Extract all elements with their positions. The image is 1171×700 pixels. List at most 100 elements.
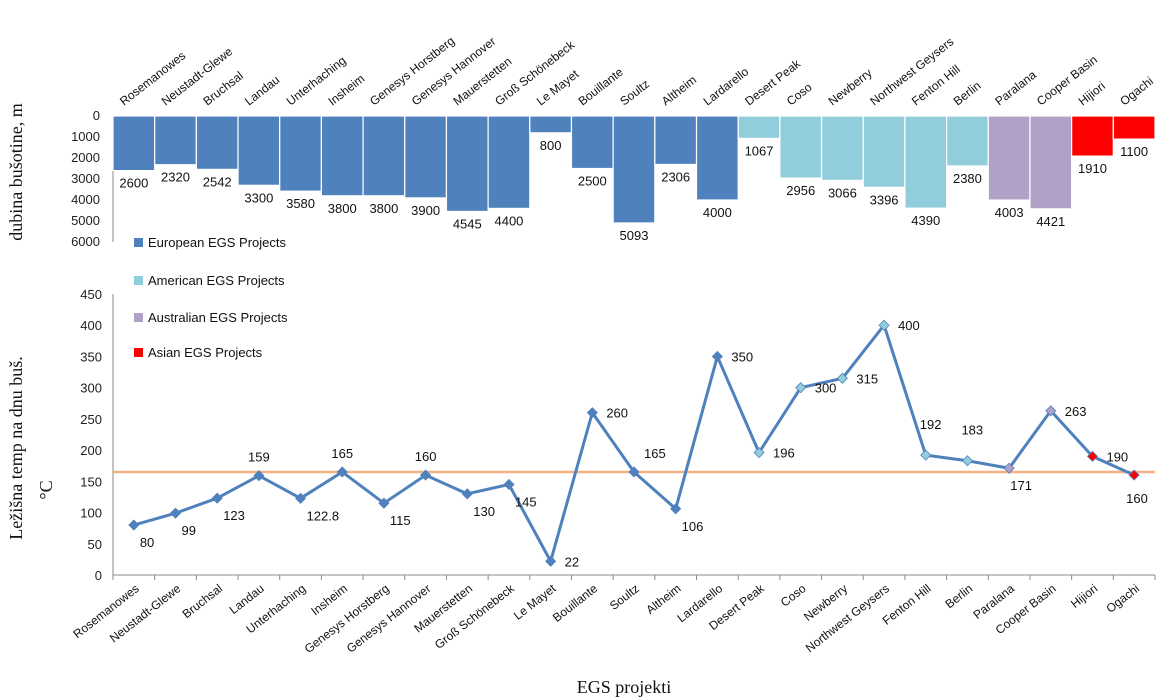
depth-bar-14: [697, 116, 739, 200]
depth-label-23: 1910: [1078, 161, 1107, 176]
temp-label-18: 400: [898, 318, 920, 333]
depth-label-14: 4000: [703, 205, 732, 220]
depth-label-2: 2542: [203, 174, 232, 189]
depth-bar-18: [863, 116, 905, 187]
depth-label-20: 2380: [953, 171, 982, 186]
bar-series: 2600 2320 25423300 3580 3800 3800 39004545 4400…: [113, 116, 1155, 243]
top-category-13: Altheim: [659, 73, 699, 109]
depth-bar-20: [947, 116, 989, 166]
legend-swatch-3: [134, 348, 143, 357]
depth-label-0: 2600: [119, 176, 148, 191]
top-category-11: Bouillante: [576, 65, 626, 109]
line-y-tick-1: 50: [88, 537, 102, 552]
temp-label-19: 192: [920, 417, 942, 432]
depth-bar-0: [113, 116, 155, 171]
bar-y-tick-6: 6000: [71, 234, 100, 249]
depth-label-7: 3900: [411, 203, 440, 218]
depth-label-22: 4421: [1036, 214, 1065, 229]
temp-label-14: 350: [731, 349, 753, 364]
bar-y-tick-4: 4000: [71, 192, 100, 207]
line-y-title: Ležišna temp na dnu buš.: [6, 356, 26, 539]
temp-label-12: 165: [644, 446, 666, 461]
depth-bar-19: [905, 116, 947, 208]
temperature-line: [134, 325, 1134, 561]
temp-point-0: [129, 520, 139, 530]
line-y-tick-8: 400: [80, 318, 102, 333]
bar-y-tick-1: 1000: [71, 129, 100, 144]
bottom-category-9: Groß Schönebeck: [432, 581, 518, 652]
depth-label-10: 800: [540, 138, 562, 153]
bar-y-tick-0: 0: [93, 108, 100, 123]
depth-label-16: 2956: [786, 183, 815, 198]
temp-point-20: [962, 456, 972, 466]
bottom-category-1: Neustadt-Glewe: [107, 581, 184, 645]
depth-bar-22: [1030, 116, 1072, 209]
depth-bar-13: [655, 116, 697, 164]
line-y-tick-2: 100: [80, 506, 102, 521]
depth-label-11: 2500: [578, 174, 607, 189]
temp-label-4: 122.8: [307, 508, 340, 523]
depth-bar-11: [571, 116, 613, 169]
depth-bar-3: [238, 116, 280, 185]
temp-label-17: 315: [856, 371, 878, 386]
top-category-17: Newberry: [826, 66, 875, 109]
bar-y-tick-3: 3000: [71, 171, 100, 186]
depth-label-17: 3066: [828, 185, 857, 200]
depth-label-5: 3800: [328, 201, 357, 216]
legend-label-3: Asian EGS Projects: [148, 345, 263, 360]
line-y-tick-0: 0: [95, 568, 102, 583]
temp-point-19: [921, 450, 931, 460]
legend-label-2: Australian EGS Projects: [148, 310, 288, 325]
depth-bar-12: [613, 116, 655, 223]
temp-label-16: 300: [815, 381, 837, 396]
legend: European EGS Projects American EGS Projec…: [134, 235, 288, 360]
top-category-14: Lardarello: [701, 64, 752, 108]
temp-point-1: [171, 508, 181, 518]
legend-swatch-0: [134, 238, 143, 247]
depth-bar-5: [321, 116, 363, 196]
temp-label-22: 263: [1065, 404, 1087, 419]
temp-label-10: 22: [565, 554, 579, 569]
line-y-axis: 0 50 100 150 200 250 300 350 400 450: [80, 287, 1155, 583]
depth-label-15: 1067: [745, 143, 774, 158]
temp-label-15: 196: [773, 446, 795, 461]
temp-label-20: 183: [961, 423, 983, 438]
depth-label-1: 2320: [161, 170, 190, 185]
bottom-category-24: Ogachi: [1103, 581, 1142, 615]
temp-label-13: 106: [682, 519, 704, 534]
top-category-23: Hijiori: [1076, 79, 1108, 109]
top-category-12: Soultz: [617, 77, 652, 109]
legend-label-0: European EGS Projects: [148, 235, 287, 250]
top-category-24: Ogachi: [1117, 74, 1156, 108]
line-y-tick-3: 150: [80, 474, 102, 489]
top-category-3: Landau: [242, 73, 282, 109]
depth-bar-6: [363, 116, 405, 196]
depth-label-6: 3800: [369, 201, 398, 216]
temp-label-11: 260: [606, 406, 628, 421]
temp-point-14: [712, 351, 722, 361]
depth-bar-9: [488, 116, 530, 208]
bottom-category-2: Bruchsal: [180, 581, 225, 621]
legend-label-1: American EGS Projects: [148, 273, 285, 288]
bar-y-tick-2: 2000: [71, 150, 100, 165]
temp-label-7: 160: [415, 449, 437, 464]
line-y-tick-4: 200: [80, 443, 102, 458]
depth-label-8: 4545: [453, 216, 482, 231]
legend-swatch-2: [134, 313, 143, 322]
depth-bar-7: [405, 116, 447, 198]
legend-swatch-1: [134, 276, 143, 285]
x-axis-title: EGS projekti: [577, 677, 672, 697]
line-y-tick-9: 450: [80, 287, 102, 302]
depth-label-12: 5093: [620, 228, 649, 243]
line-y-tick-6: 300: [80, 381, 102, 396]
temp-label-9: 145: [515, 494, 537, 509]
temp-label-1: 99: [182, 523, 196, 538]
bottom-category-11: Bouillante: [550, 581, 600, 625]
top-category-16: Coso: [784, 80, 815, 108]
depth-label-9: 4400: [494, 213, 523, 228]
line-y-unit: °C: [36, 480, 56, 499]
depth-bar-21: [988, 116, 1030, 200]
depth-label-13: 2306: [661, 169, 690, 184]
